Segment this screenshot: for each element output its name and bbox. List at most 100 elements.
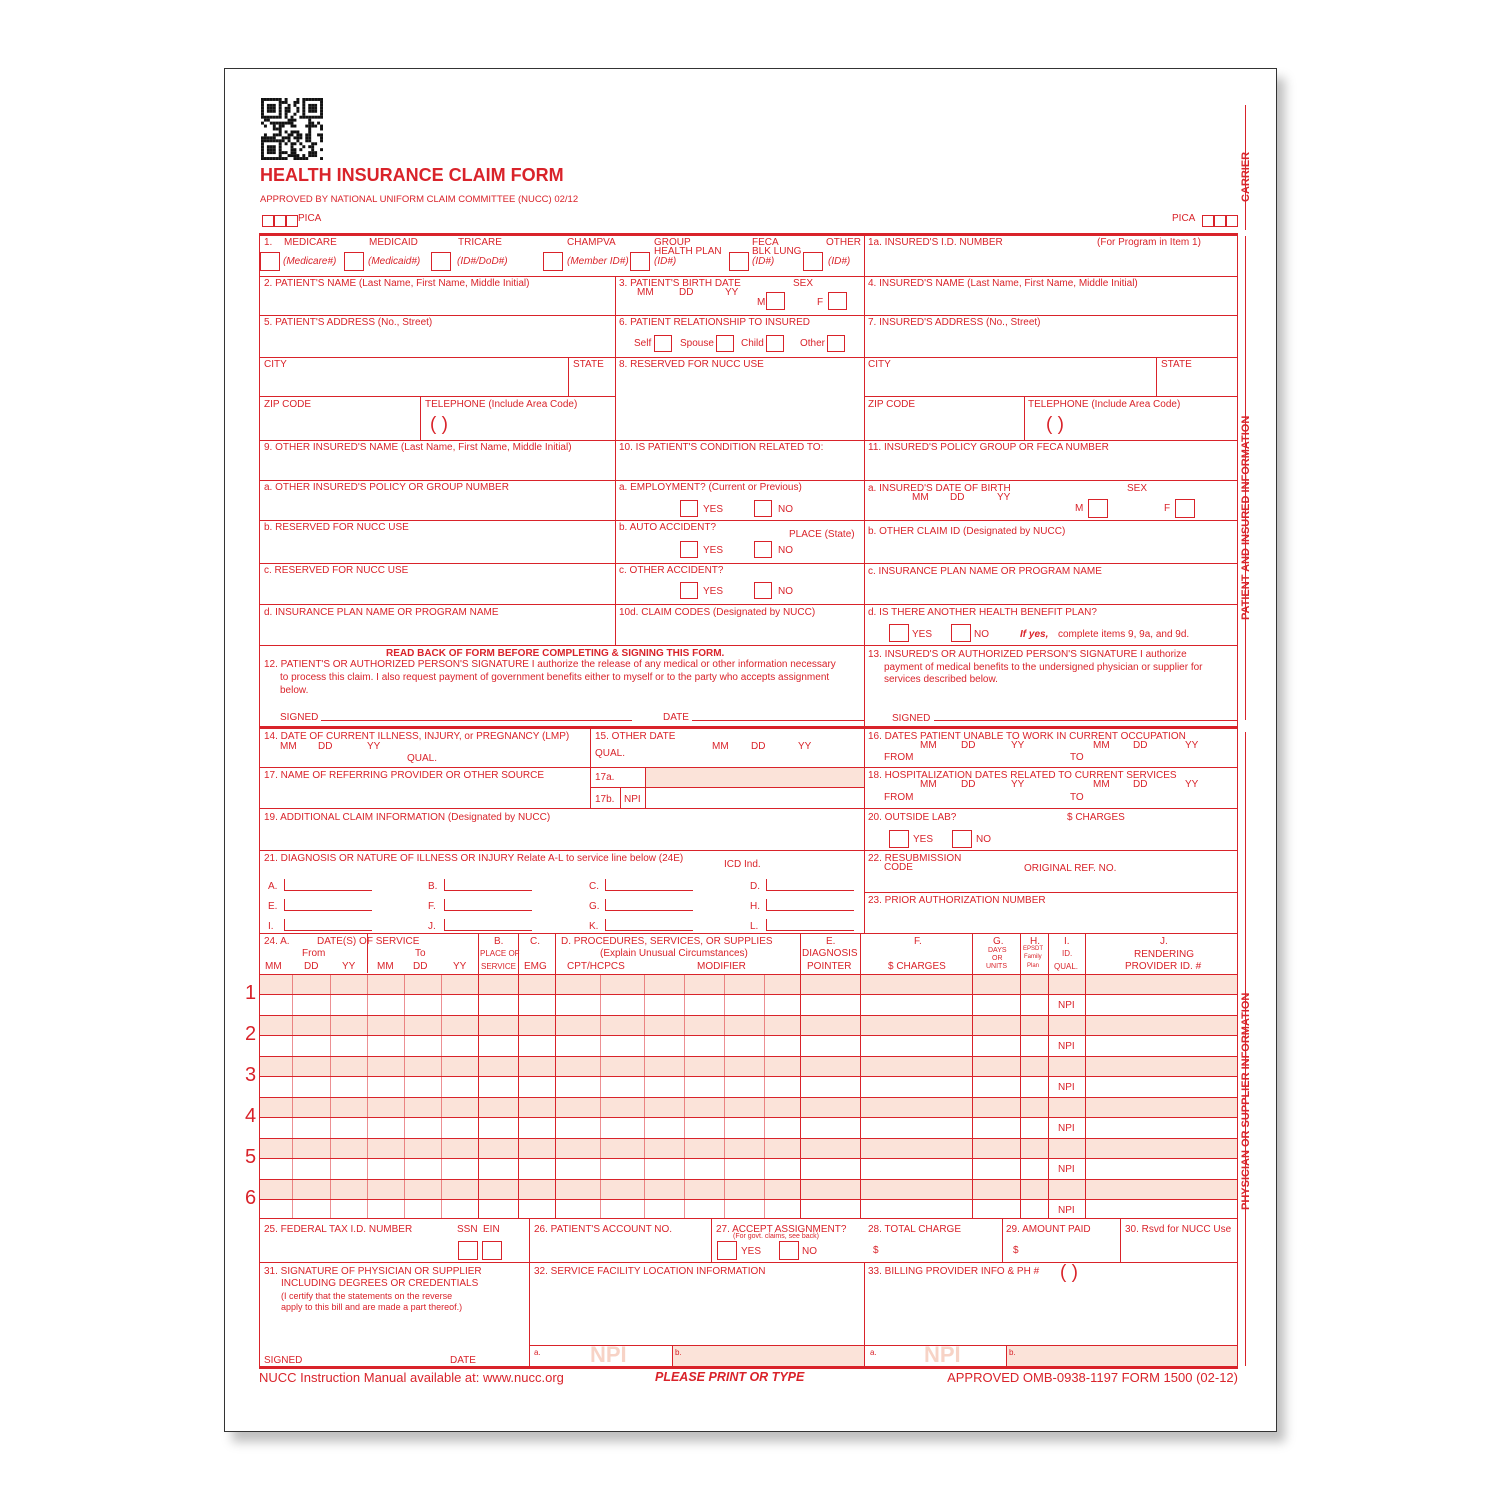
checkbox[interactable] <box>680 541 698 558</box>
box33-npi-watermark: NPI <box>924 1342 961 1367</box>
h-rule <box>605 890 693 891</box>
box11a-yy: YY <box>997 492 1011 503</box>
v-rule <box>420 396 421 440</box>
box11a-sex: SEX <box>1127 483 1148 494</box>
shaded-field <box>672 1346 864 1366</box>
box10d-label: 10d. CLAIM CODES (Designated by NUCC) <box>619 607 816 618</box>
medicaid-id: (Medicaid#) <box>368 256 421 267</box>
box1-number: 1. <box>264 237 273 248</box>
v-rule <box>259 233 260 1368</box>
checkbox[interactable] <box>1088 499 1108 518</box>
other-id: (ID#) <box>828 256 851 267</box>
box24-dates: DATE(S) OF SERVICE <box>317 936 420 947</box>
box22-orig: ORIGINAL REF. NO. <box>1024 863 1117 874</box>
checkbox[interactable] <box>717 1241 737 1260</box>
box11a-label: a. INSURED'S DATE OF BIRTH <box>868 483 1011 494</box>
checkbox[interactable] <box>827 335 845 352</box>
checkbox[interactable] <box>1175 499 1195 518</box>
v-rule <box>684 974 685 1218</box>
h-rule <box>259 1015 1238 1016</box>
h-rule <box>321 720 632 721</box>
checkbox[interactable] <box>630 252 650 271</box>
checkbox[interactable] <box>680 500 698 517</box>
checkbox[interactable] <box>680 582 698 599</box>
pica-right: PICA <box>1172 213 1196 224</box>
checkbox[interactable] <box>543 252 563 271</box>
shaded-field <box>259 974 1238 994</box>
box15-qual: QUAL. <box>595 748 626 759</box>
box8-label: 8. RESERVED FOR NUCC USE <box>619 359 764 370</box>
box14-dd: DD <box>318 741 333 752</box>
box24i-label: I. <box>1064 936 1070 947</box>
checkbox[interactable] <box>716 335 734 352</box>
checkbox[interactable] <box>482 1241 502 1260</box>
box24e-pointer: POINTER <box>807 961 852 972</box>
checkbox[interactable] <box>779 1241 799 1260</box>
medicare-label: MEDICARE <box>284 237 337 248</box>
box10a-yes: YES <box>703 504 724 515</box>
box3-f: F <box>817 297 824 308</box>
checkbox[interactable] <box>654 335 672 352</box>
v-rule <box>1048 933 1049 1218</box>
box16-dd: DD <box>961 740 976 751</box>
checkbox[interactable] <box>260 252 280 271</box>
checkbox[interactable] <box>754 541 772 558</box>
service-line-npi: NPI <box>1058 1041 1075 1052</box>
box25-ein: EIN <box>483 1224 500 1235</box>
box24j-label: J. <box>1160 936 1168 947</box>
checkbox[interactable] <box>803 252 823 271</box>
shaded-field <box>259 1097 1238 1117</box>
checkbox[interactable] <box>889 830 909 848</box>
group-label: GROUP <box>654 237 691 248</box>
h-rule <box>259 1056 1238 1057</box>
box7-zip: ZIP CODE <box>868 399 916 410</box>
checkbox[interactable] <box>766 292 785 310</box>
box29-label: 29. AMOUNT PAID <box>1006 1224 1091 1235</box>
service-line-number: 6 <box>245 1187 257 1209</box>
box31-date: DATE <box>450 1355 476 1366</box>
h-rule <box>259 1076 1238 1077</box>
v-rule <box>800 933 801 1218</box>
checkbox[interactable] <box>766 335 784 352</box>
checkbox[interactable] <box>889 624 909 642</box>
checkbox[interactable] <box>729 252 749 271</box>
box24a-label: 24. A. <box>264 936 290 947</box>
box4-label: 4. INSURED'S NAME (Last Name, First Name… <box>868 278 1138 289</box>
h-rule <box>259 994 1238 995</box>
diagnosis-letter: B. <box>428 881 438 892</box>
box5-city: CITY <box>264 359 287 370</box>
checkbox[interactable] <box>431 252 451 271</box>
h-rule <box>284 930 372 931</box>
box5-label: 5. PATIENT'S ADDRESS (No., Street) <box>264 317 433 328</box>
box24b-pos1: PLACE OF <box>480 949 520 958</box>
h-rule <box>766 910 854 911</box>
box7-label: 7. INSURED'S ADDRESS (No., Street) <box>868 317 1041 328</box>
medicaid-label: MEDICAID <box>369 237 418 248</box>
box14-label: 14. DATE OF CURRENT ILLNESS, INJURY, or … <box>264 731 570 742</box>
checkbox[interactable] <box>754 500 772 517</box>
service-line-number: 5 <box>245 1146 257 1168</box>
box33-label: 33. BILLING PROVIDER INFO & PH # <box>868 1266 1040 1277</box>
v-rule <box>605 879 606 890</box>
checkbox[interactable] <box>344 252 364 271</box>
service-line-number: 2 <box>245 1023 257 1045</box>
box27-yes: YES <box>741 1246 762 1257</box>
v-rule <box>864 1262 865 1368</box>
box3-yy: YY <box>725 287 739 298</box>
service-line-npi: NPI <box>1058 1000 1075 1011</box>
box13-signed: SIGNED <box>892 713 931 724</box>
feca-label: FECA <box>752 237 779 248</box>
box24g-units: UNITS <box>986 963 1007 970</box>
box24g-label: G. <box>993 936 1004 947</box>
checkbox[interactable] <box>952 830 972 848</box>
box14-yy: YY <box>367 741 381 752</box>
checkbox[interactable] <box>458 1241 478 1260</box>
checkbox[interactable] <box>951 624 971 642</box>
h-rule <box>864 396 1238 397</box>
box1a-note: (For Program in Item 1) <box>1097 237 1201 248</box>
box7-tel-parens: ( ) <box>1046 414 1064 435</box>
checkbox[interactable] <box>754 582 772 599</box>
checkbox[interactable] <box>828 292 847 310</box>
v-rule <box>600 974 601 1218</box>
v-rule <box>1020 933 1021 1218</box>
